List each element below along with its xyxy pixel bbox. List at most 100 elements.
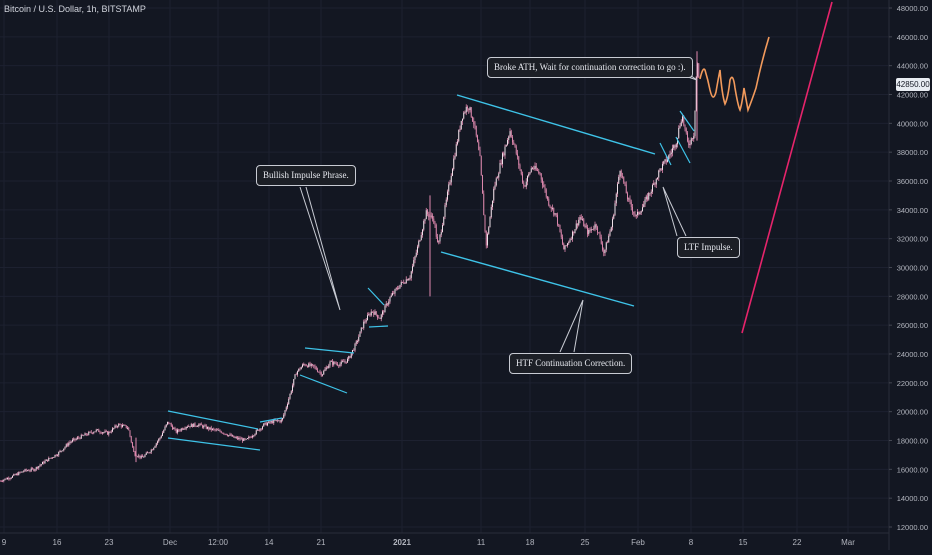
candle-body xyxy=(250,437,251,438)
candle-body xyxy=(143,457,144,458)
candle-body xyxy=(297,371,298,374)
candle-body xyxy=(183,429,184,430)
candle-body xyxy=(362,328,363,329)
candle-body xyxy=(510,131,511,136)
candle-body xyxy=(647,197,648,200)
candle-body xyxy=(150,452,151,453)
annotation-ltf-impulse[interactable]: LTF Impulse. xyxy=(677,237,740,258)
y-tick-label: 30000.00 xyxy=(897,264,928,273)
candle-body xyxy=(50,458,51,459)
candle-body xyxy=(240,438,241,439)
candle-body xyxy=(13,474,14,476)
candle-body xyxy=(317,370,318,372)
candle-body xyxy=(70,442,71,443)
candle-body xyxy=(23,471,24,472)
y-tick-label: 28000.00 xyxy=(897,292,928,301)
candle-body xyxy=(456,144,457,156)
candle-body xyxy=(591,229,592,230)
candle-body xyxy=(507,140,508,145)
candle-body xyxy=(547,197,548,199)
candle-body xyxy=(665,159,666,161)
candle-body xyxy=(336,364,337,365)
candle-body xyxy=(392,293,393,295)
candle-body xyxy=(321,372,322,375)
candle-body xyxy=(327,368,328,369)
candle-body xyxy=(453,159,454,169)
candle-body xyxy=(62,450,63,451)
candle-body xyxy=(388,302,389,305)
candle-body xyxy=(216,430,217,431)
candle-body xyxy=(337,364,338,365)
candle-body xyxy=(182,429,183,430)
candle-body xyxy=(520,165,521,170)
candle-body xyxy=(292,385,293,391)
annotation-htf-correction[interactable]: HTF Continuation Correction. xyxy=(509,353,632,374)
candle-body xyxy=(638,212,639,214)
candle-body xyxy=(461,121,462,129)
annotation-bullish-impulse[interactable]: Bullish Impulse Phrase. xyxy=(256,165,356,186)
candle-body xyxy=(171,423,172,425)
candle-body xyxy=(17,474,18,475)
candle-body xyxy=(487,234,488,246)
candle-body xyxy=(231,435,232,437)
candle-body xyxy=(656,179,657,184)
candle-body xyxy=(256,430,257,434)
candle-body xyxy=(176,429,177,433)
candle-body xyxy=(663,161,664,164)
candle-body xyxy=(8,478,9,479)
candle-body xyxy=(91,432,92,433)
candle-body xyxy=(151,450,152,453)
candle-body xyxy=(130,430,131,436)
candle-body xyxy=(21,472,22,473)
candle-body xyxy=(586,226,587,227)
candle-body xyxy=(365,322,366,323)
candle-body xyxy=(296,374,297,375)
candle-body xyxy=(693,136,694,139)
candle-body xyxy=(222,433,223,434)
candle-body xyxy=(178,430,179,431)
candle-body xyxy=(518,156,519,165)
candle-body xyxy=(540,173,541,174)
symbol-title[interactable]: Bitcoin / U.S. Dollar, 1h, BITSTAMP xyxy=(4,4,146,14)
x-tick-label: 11 xyxy=(477,538,486,547)
candle-body xyxy=(620,171,621,177)
candle-body xyxy=(338,365,339,366)
candle-body xyxy=(482,175,483,193)
candle-body xyxy=(408,279,409,281)
candle-body xyxy=(671,153,672,154)
candle-body xyxy=(110,432,111,433)
candle-body xyxy=(605,250,606,253)
candle-body xyxy=(112,428,113,431)
candle-body xyxy=(522,174,523,182)
candle-body xyxy=(1,481,2,482)
candle-body xyxy=(101,433,102,434)
candle-body xyxy=(426,210,427,219)
candle-body xyxy=(646,197,647,200)
candle-body xyxy=(457,141,458,144)
candle-body xyxy=(218,430,219,431)
candle-body xyxy=(127,428,128,429)
candle-body xyxy=(165,427,166,430)
candle-body xyxy=(220,430,221,431)
candle-body xyxy=(361,328,362,332)
x-tick-label: 16 xyxy=(53,538,62,547)
candle-body xyxy=(450,182,451,184)
annotation-broke-ath-text: Broke ATH, Wait for continuation correct… xyxy=(494,62,686,72)
candle-body xyxy=(18,472,19,475)
candle-body xyxy=(596,224,597,227)
candle-body xyxy=(610,231,611,235)
candle-body xyxy=(537,170,538,171)
annotation-broke-ath[interactable]: Broke ATH, Wait for continuation correct… xyxy=(487,57,693,78)
candle-body xyxy=(483,194,484,216)
y-tick-label: 20000.00 xyxy=(897,408,928,417)
candle-body xyxy=(302,365,303,368)
candle-body xyxy=(648,193,649,200)
candle-body xyxy=(571,239,572,240)
candle-body xyxy=(488,227,489,234)
candle-body xyxy=(533,168,534,169)
candle-body xyxy=(228,435,229,436)
candle-body xyxy=(551,207,552,209)
candle-body xyxy=(675,145,676,147)
candle-body xyxy=(381,315,382,319)
